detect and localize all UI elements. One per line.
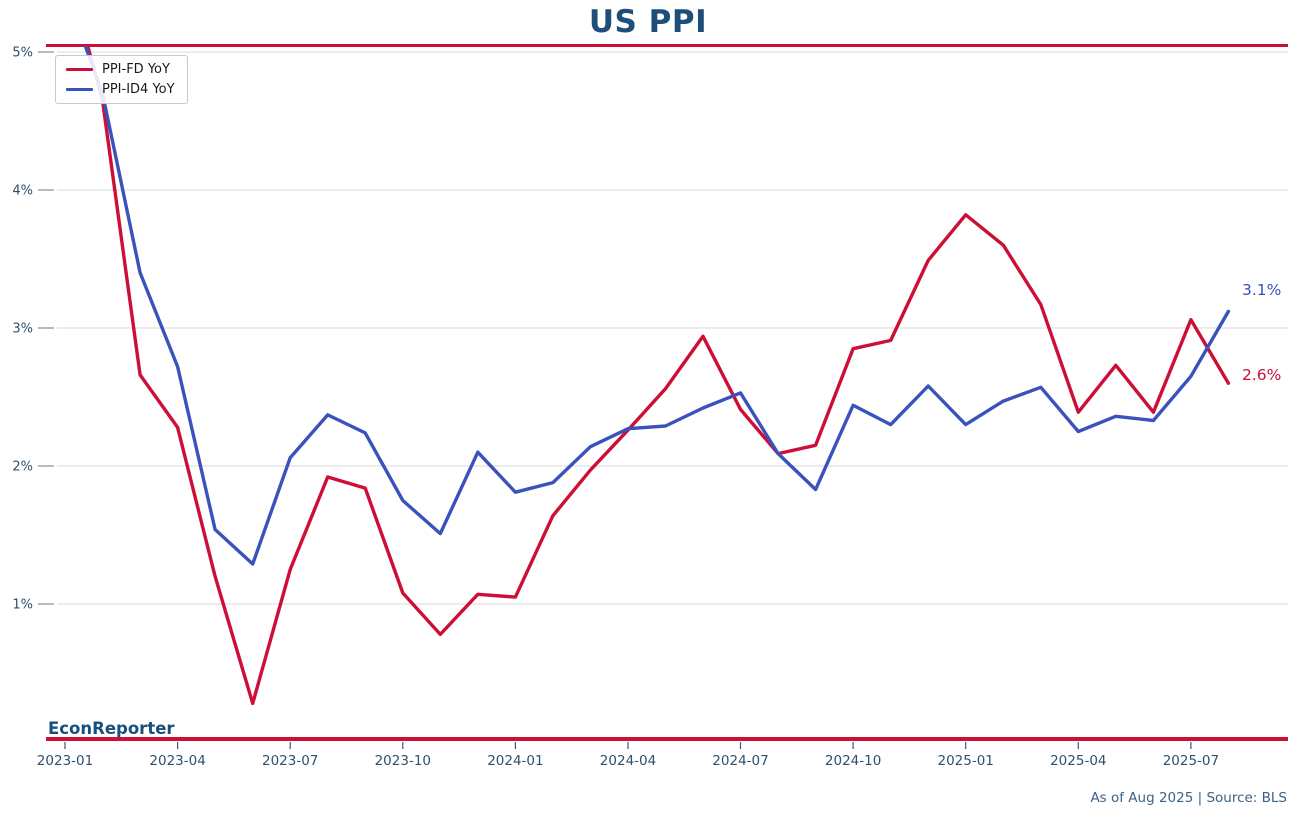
x-tick-label: 2024-10 (825, 753, 881, 769)
footnote-source: As of Aug 2025 | Source: BLS (1090, 790, 1287, 806)
end-value-label-ppi-id4: 3.1% (1242, 281, 1282, 299)
x-tick-label: 2024-04 (600, 753, 656, 769)
series-line-ppi-fd (85, 46, 1231, 706)
legend-item-ppi-id4: PPI-ID4 YoY (66, 83, 175, 96)
page-title: US PPI (588, 4, 708, 40)
x-tick-label: 2025-01 (937, 753, 993, 769)
y-tick-label: 1% (12, 598, 33, 613)
legend-label-ppi-id4: PPI-ID4 YoY (102, 82, 175, 97)
y-tick-label: 2% (12, 460, 33, 475)
x-tick-label: 2025-04 (1050, 753, 1106, 769)
y-tick-label: 4% (12, 184, 33, 199)
series-line-ppi-id4 (83, 46, 1231, 566)
legend-item-ppi-fd: PPI-FD YoY (66, 63, 175, 76)
chart-legend: PPI-FD YoY PPI-ID4 YoY (55, 55, 188, 104)
y-tick-label: 3% (12, 322, 33, 337)
x-tick-label: 2023-10 (375, 753, 431, 769)
legend-label-ppi-fd: PPI-FD YoY (102, 62, 170, 77)
x-tick-label: 2023-07 (262, 753, 318, 769)
watermark-econreporter: EconReporter (48, 719, 175, 738)
legend-swatch-blue (66, 87, 93, 92)
x-tick-label: 2025-07 (1163, 753, 1219, 769)
end-value-label-ppi-fd: 2.6% (1242, 366, 1282, 384)
bottom-accent-line (46, 737, 1288, 741)
x-tick-label: 2024-01 (487, 753, 543, 769)
x-tick-label: 2024-07 (712, 753, 768, 769)
legend-swatch-red (66, 67, 93, 72)
top-accent-line (46, 44, 1288, 47)
x-tick-label: 2023-04 (149, 753, 205, 769)
y-tick-label: 5% (12, 46, 33, 61)
x-tick-label: 2023-01 (37, 753, 93, 769)
